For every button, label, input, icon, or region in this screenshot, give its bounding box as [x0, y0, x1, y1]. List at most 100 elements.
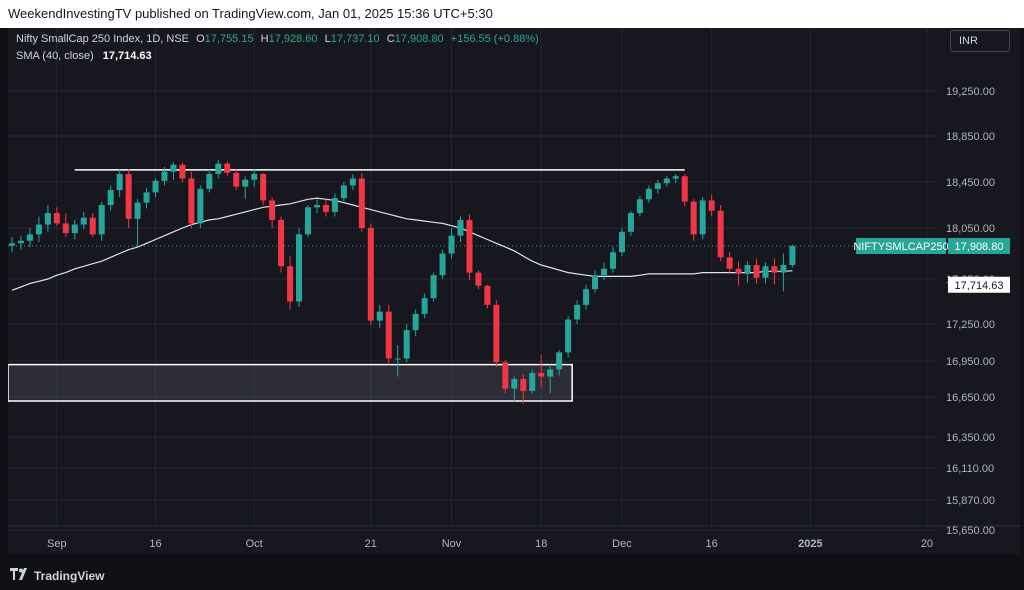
- candle-body: [403, 330, 410, 359]
- candle-body: [601, 268, 608, 276]
- chart-area[interactable]: 19,250.0018,850.0018,450.0018,050.0017,6…: [8, 28, 1020, 554]
- candle-body: [735, 268, 742, 274]
- candle-body: [89, 217, 96, 235]
- sma-tag: 17,714.63: [955, 280, 1004, 292]
- candle-body: [583, 289, 590, 305]
- candle-body: [708, 200, 715, 211]
- open-label: O: [196, 33, 205, 45]
- publish-header: WeekendInvestingTV published on TradingV…: [0, 0, 1024, 28]
- candle-body: [699, 200, 706, 235]
- currency-button[interactable]: INR: [950, 30, 1010, 52]
- tradingview-logo-icon: [10, 568, 30, 583]
- low-label: L: [324, 33, 331, 45]
- tradingview-logo[interactable]: TradingView: [10, 568, 104, 583]
- candle-body: [565, 319, 572, 353]
- sma-line: [11, 197, 793, 291]
- candle-body: [340, 185, 347, 199]
- candle-body: [717, 210, 724, 258]
- sma-value: 17,714.63: [102, 50, 152, 62]
- candle-body: [538, 373, 545, 377]
- candle-body: [493, 304, 500, 363]
- time-tick-label: Oct: [246, 538, 263, 550]
- candle-body: [278, 219, 285, 267]
- candle-body: [215, 163, 222, 174]
- time-tick-label: Dec: [612, 538, 632, 550]
- candle-body: [645, 188, 652, 200]
- price-tick-label: 15,870.00: [946, 495, 995, 507]
- candle-body: [206, 173, 213, 189]
- price-tick-label: 16,950.00: [946, 356, 995, 368]
- candle-body: [161, 171, 168, 181]
- price-tick-label: 16,110.00: [946, 463, 994, 475]
- candle-body: [287, 266, 294, 302]
- candle-body: [17, 240, 24, 244]
- candle-body: [53, 213, 60, 224]
- high-value: 17,928.60: [268, 33, 318, 45]
- candle-body: [116, 173, 123, 191]
- candle-body: [502, 362, 509, 389]
- candle-body: [475, 272, 482, 286]
- candle-body: [44, 213, 51, 225]
- change-value: +156.55 (+0.88%): [450, 33, 539, 45]
- candle-body: [296, 234, 303, 302]
- candle-body: [636, 199, 643, 214]
- publish-text: WeekendInvestingTV published on TradingV…: [8, 6, 493, 21]
- candle-body: [439, 253, 446, 276]
- price-tick-label: 17,250.00: [946, 319, 995, 331]
- open-value: 17,755.15: [204, 33, 254, 45]
- candle-body: [233, 172, 240, 187]
- time-tick-label: 20: [921, 538, 933, 550]
- time-tick-label: Nov: [442, 538, 462, 550]
- candle-body: [62, 223, 69, 234]
- candle-body: [672, 176, 679, 179]
- candle-body: [322, 205, 329, 212]
- candle-body: [188, 178, 195, 224]
- candle-body: [556, 352, 563, 370]
- time-tick-label: 16: [706, 538, 718, 550]
- candle-body: [367, 228, 374, 321]
- candle-body: [376, 311, 383, 321]
- price-tick-label: 16,350.00: [946, 432, 995, 444]
- time-tick-label: 2025: [798, 538, 822, 550]
- symbol-label: Nifty SmallCap 250 Index, 1D, NSE: [16, 33, 190, 45]
- candle-body: [780, 264, 787, 273]
- candle-body: [305, 207, 312, 235]
- time-tick-label: 18: [535, 538, 547, 550]
- candle-body: [681, 176, 688, 202]
- price-chart[interactable]: 19,250.0018,850.0018,450.0018,050.0017,6…: [8, 28, 1020, 554]
- sma-label: SMA (40, close): [16, 50, 94, 62]
- candle-body: [592, 275, 599, 290]
- candle-body: [98, 205, 105, 235]
- candle-body: [394, 358, 401, 360]
- candle-body: [242, 179, 249, 187]
- candle-body: [627, 213, 634, 232]
- candle-body: [224, 163, 231, 173]
- price-tick-label: 15,650.00: [946, 525, 995, 537]
- price-tick-label: 18,450.00: [946, 177, 995, 189]
- candle-body: [125, 173, 132, 219]
- symbol-tag-bg: [856, 238, 946, 255]
- price-tick-label: 18,050.00: [946, 223, 995, 235]
- candle-body: [466, 219, 473, 273]
- candle-body: [430, 275, 437, 299]
- candle-body: [547, 369, 554, 377]
- candle-body: [251, 173, 258, 180]
- candle-body: [726, 257, 733, 269]
- price-tick-label: 18,850.00: [946, 131, 995, 143]
- brand-name: TradingView: [34, 568, 105, 583]
- candle-body: [574, 304, 581, 320]
- last-price-tag: 17,908.80: [955, 241, 1004, 253]
- candle-body: [771, 266, 778, 273]
- candle-body: [80, 217, 87, 225]
- price-tick-label: 16,650.00: [946, 392, 995, 404]
- candle-body: [520, 379, 527, 391]
- close-value: 17,908.80: [394, 33, 444, 45]
- time-tick-label: 16: [149, 538, 161, 550]
- candle-body: [762, 266, 769, 278]
- footer: [0, 556, 1024, 590]
- candle-body: [143, 192, 150, 203]
- candle-body: [663, 178, 670, 184]
- candle-body: [690, 201, 697, 235]
- sma-tag-bg: [948, 276, 1010, 293]
- candle-body: [349, 178, 356, 186]
